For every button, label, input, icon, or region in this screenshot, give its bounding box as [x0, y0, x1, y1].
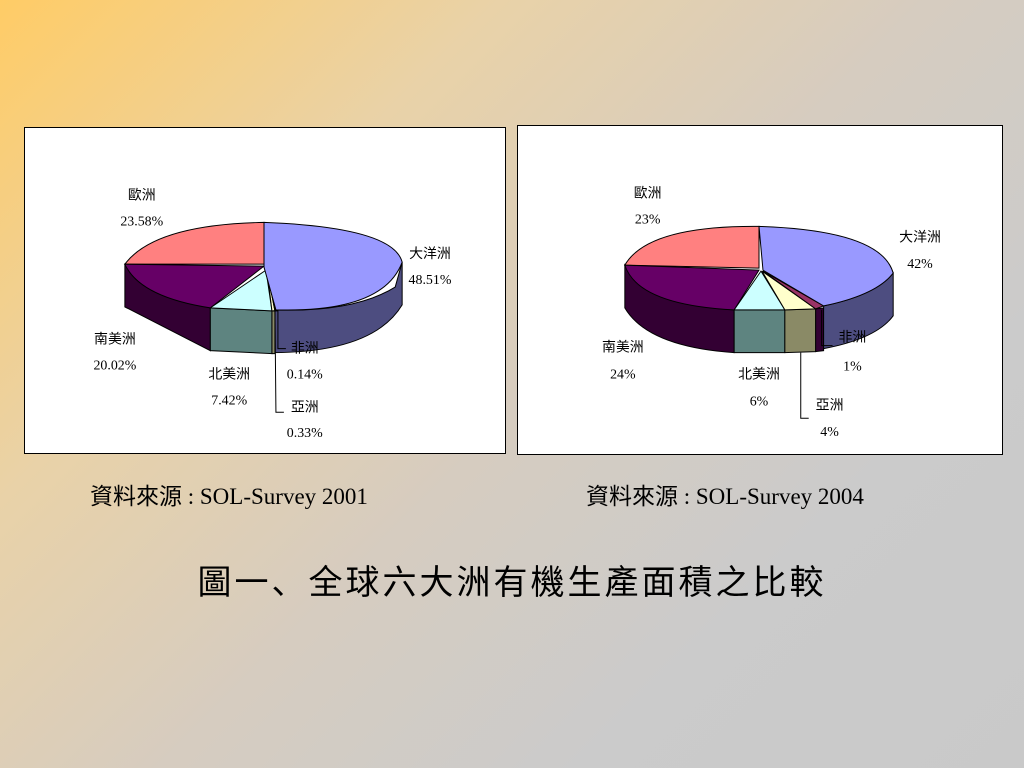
label-oceania-2004: 大洋洲 — [899, 229, 941, 245]
value-south-america-2001: 20.02% — [93, 359, 136, 374]
value-europe-2001: 23.58% — [120, 214, 163, 229]
slice-asia-side-2001 — [271, 310, 276, 355]
label-north-america-2004: 北美洲 — [738, 366, 780, 382]
label-asia-2001: 亞洲 — [291, 400, 319, 415]
value-north-america-2001: 7.42% — [211, 393, 247, 408]
pie-chart-2004: 歐洲 23% 大洋洲 42% 南美洲 24% 非洲 1% 北美洲 6% 亞洲 4… — [602, 186, 941, 441]
label-asia-2004: 亞洲 — [816, 398, 844, 413]
label-africa-2004: 非洲 — [839, 330, 867, 346]
leader-line-africa-2004 — [821, 309, 833, 347]
pie-chart-2001: 歐洲 23.58% 大洋洲 48.51% 南美洲 20.02% 非洲 0.14%… — [93, 188, 452, 442]
label-europe-2004: 歐洲 — [634, 186, 662, 202]
slice-africa-side-2004 — [815, 307, 825, 353]
slice-europe-2001[interactable] — [123, 221, 265, 265]
pie-chart-2004-panel: 歐洲 23% 大洋洲 42% 南美洲 24% 非洲 1% 北美洲 6% 亞洲 4… — [517, 125, 1003, 455]
slice-oceania-2001[interactable] — [263, 221, 403, 311]
label-africa-2001: 非洲 — [291, 341, 319, 357]
source-note-2001: 資料來源 : SOL-Survey 2001 — [90, 484, 368, 509]
slice-asia-side-2004 — [784, 308, 817, 354]
value-europe-2004: 23% — [635, 212, 661, 227]
leader-line-asia-2004 — [800, 352, 809, 419]
value-africa-2001: 0.14% — [287, 367, 323, 382]
slice-europe-2004[interactable] — [623, 225, 760, 269]
value-asia-2001: 0.33% — [287, 426, 323, 441]
slice-north-america-side-2001 — [209, 307, 273, 355]
value-north-america-2004: 6% — [750, 394, 769, 409]
value-asia-2004: 4% — [820, 425, 839, 440]
pie-chart-2001-panel: 歐洲 23.58% 大洋洲 48.51% 南美洲 20.02% 非洲 0.14%… — [24, 127, 506, 454]
label-europe-2001: 歐洲 — [128, 188, 156, 204]
label-south-america-2001: 南美洲 — [94, 332, 136, 348]
source-note-2004: 資料來源 : SOL-Survey 2004 — [586, 484, 864, 509]
label-north-america-2001: 北美洲 — [208, 366, 250, 382]
pie-2001-slices — [123, 221, 403, 355]
label-south-america-2004: 南美洲 — [602, 340, 644, 356]
value-south-america-2004: 24% — [610, 367, 636, 382]
slice-south-america-2001[interactable] — [124, 263, 266, 309]
leader-line-asia-2001 — [274, 310, 284, 413]
label-oceania-2001: 大洋洲 — [409, 246, 451, 262]
value-oceania-2004: 42% — [907, 257, 933, 272]
value-africa-2004: 1% — [843, 360, 862, 375]
slice-north-america-side-2004 — [733, 309, 786, 354]
value-oceania-2001: 48.51% — [409, 273, 452, 288]
slice-south-america-2004[interactable] — [624, 264, 760, 311]
pie-2004-slices — [623, 225, 894, 354]
figure-caption: 圖一、全球六大洲有機生產面積之比較 — [197, 563, 827, 603]
slice-oceania-2004[interactable] — [758, 225, 894, 307]
